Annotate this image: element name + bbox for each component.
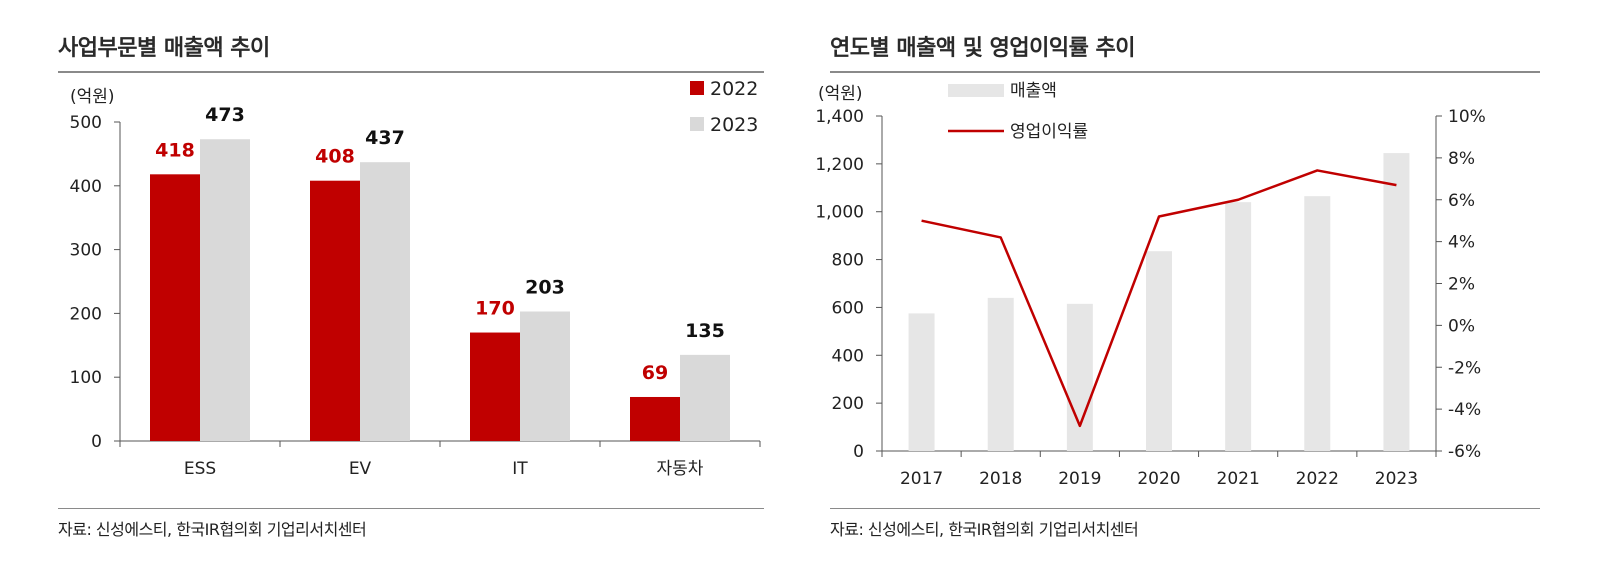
left-data-label-2022: 408 (315, 146, 355, 168)
right-title-rule (830, 71, 1540, 73)
left-data-label-2023: 135 (685, 320, 725, 342)
left-data-label-2023: 203 (525, 276, 565, 298)
right-source-note: 자료: 신성에스티, 한국IR협의회 기업리서치센터 (830, 520, 1139, 539)
right-bar-revenue (1383, 153, 1410, 451)
left-data-label-2023: 437 (365, 127, 405, 149)
left-x-category-label: 자동차 (657, 459, 704, 479)
left-y-tick-label: 400 (70, 177, 102, 197)
right-chart-title: 연도별 매출액 및 영업이익률 추이 (830, 36, 1136, 61)
left-bar-2023 (360, 162, 410, 441)
left-bar-2022 (150, 174, 200, 442)
right-bar-revenue (1225, 202, 1252, 451)
left-chart-title: 사업부문별 매출액 추이 (58, 36, 270, 61)
right-x-category-label: 2022 (1296, 469, 1339, 489)
left-x-category-label: IT (512, 459, 528, 479)
left-bar-2023 (680, 354, 730, 441)
right-bar-revenue (1066, 303, 1093, 451)
left-y-tick-label: 0 (91, 432, 102, 452)
right-bar-revenue (1146, 251, 1172, 451)
right-unit-label: (억원) (818, 84, 863, 104)
left-data-label-2022: 69 (642, 362, 668, 384)
left-source-note: 자료: 신성에스티, 한국IR협의회 기업리서치센터 (58, 520, 367, 539)
left-bar-chart: (억원) 0 100 200 300 400 500 ESS 418 473 EV 408 437 IT 1… (70, 78, 761, 479)
left-y-tick-label: 300 (70, 241, 102, 261)
right-y-tick-label-left: 400 (832, 346, 864, 366)
right-y-tick-label-left: 200 (832, 394, 864, 414)
left-data-label-2022: 418 (155, 139, 195, 161)
right-y-tick-label-right: 6% (1448, 191, 1475, 211)
right-bar-revenue (1304, 196, 1331, 451)
right-bar-revenue (987, 297, 1014, 451)
right-y-tick-label-right: 0% (1448, 316, 1475, 336)
left-chart-panel: 사업부문별 매출액 추이 (억원) 0 100 200 300 400 500 ESS 418 4… (0, 0, 800, 578)
right-y-tick-label-left: 0 (853, 442, 864, 462)
left-legend-swatch-2023 (690, 117, 704, 131)
left-data-label-2023: 473 (205, 104, 245, 126)
left-y-tick-label: 500 (70, 113, 102, 133)
right-x-category-label: 2023 (1375, 469, 1418, 489)
left-x-category-label: EV (349, 459, 372, 479)
left-legend-swatch-2022 (690, 81, 704, 95)
right-legend-label-margin: 영업이익률 (1010, 122, 1088, 142)
right-legend-swatch-revenue (948, 84, 1004, 97)
right-y-tick-label-right: -2% (1448, 358, 1481, 378)
right-y-tick-label-left: 1,000 (815, 203, 864, 223)
left-data-label-2022: 170 (475, 298, 515, 320)
left-bar-2022 (310, 180, 360, 442)
left-bar-2023 (200, 139, 250, 441)
right-y-tick-label-left: 1,400 (815, 107, 864, 127)
left-bar-2023 (520, 311, 570, 441)
left-y-tick-label: 200 (70, 304, 102, 324)
left-unit-label: (억원) (70, 87, 115, 107)
right-y-tick-label-right: 10% (1448, 107, 1486, 127)
right-y-tick-label-right: 8% (1448, 149, 1475, 169)
right-x-category-label: 2018 (979, 469, 1022, 489)
left-legend-label-2023: 2023 (710, 114, 758, 136)
right-y-tick-label-right: 2% (1448, 275, 1475, 295)
right-y-tick-label-right: 4% (1448, 233, 1475, 253)
right-y-tick-label-right: -4% (1448, 400, 1481, 420)
left-legend-label-2022: 2022 (710, 78, 758, 100)
left-bar-2022 (470, 332, 520, 441)
right-y-tick-label-left: 800 (832, 251, 864, 271)
right-chart-panel: 연도별 매출액 및 영업이익률 추이 (억원) 0 200 400 600 800 1,00… (815, 0, 1618, 578)
left-bottom-rule (58, 508, 764, 509)
right-x-category-label: 2020 (1137, 469, 1180, 489)
left-bar-2022 (630, 396, 680, 441)
right-y-tick-label-left: 600 (832, 298, 864, 318)
right-bottom-rule (830, 508, 1540, 509)
left-title-rule (58, 71, 764, 73)
left-x-category-label: ESS (184, 459, 216, 479)
right-combo-chart: (억원) 0 200 400 600 800 1,000 1,200 1,400 -6% -4% -2… (815, 81, 1486, 489)
right-x-category-label: 2019 (1058, 469, 1101, 489)
left-y-tick-label: 100 (70, 368, 102, 388)
right-y-tick-label-right: -6% (1448, 442, 1481, 462)
right-operating-margin-line (921, 169, 1397, 428)
right-legend-label-revenue: 매출액 (1010, 81, 1057, 101)
right-bar-revenue (908, 313, 935, 451)
right-x-category-label: 2017 (900, 469, 943, 489)
right-x-category-label: 2021 (1217, 469, 1260, 489)
right-y-tick-label-left: 1,200 (815, 155, 864, 175)
